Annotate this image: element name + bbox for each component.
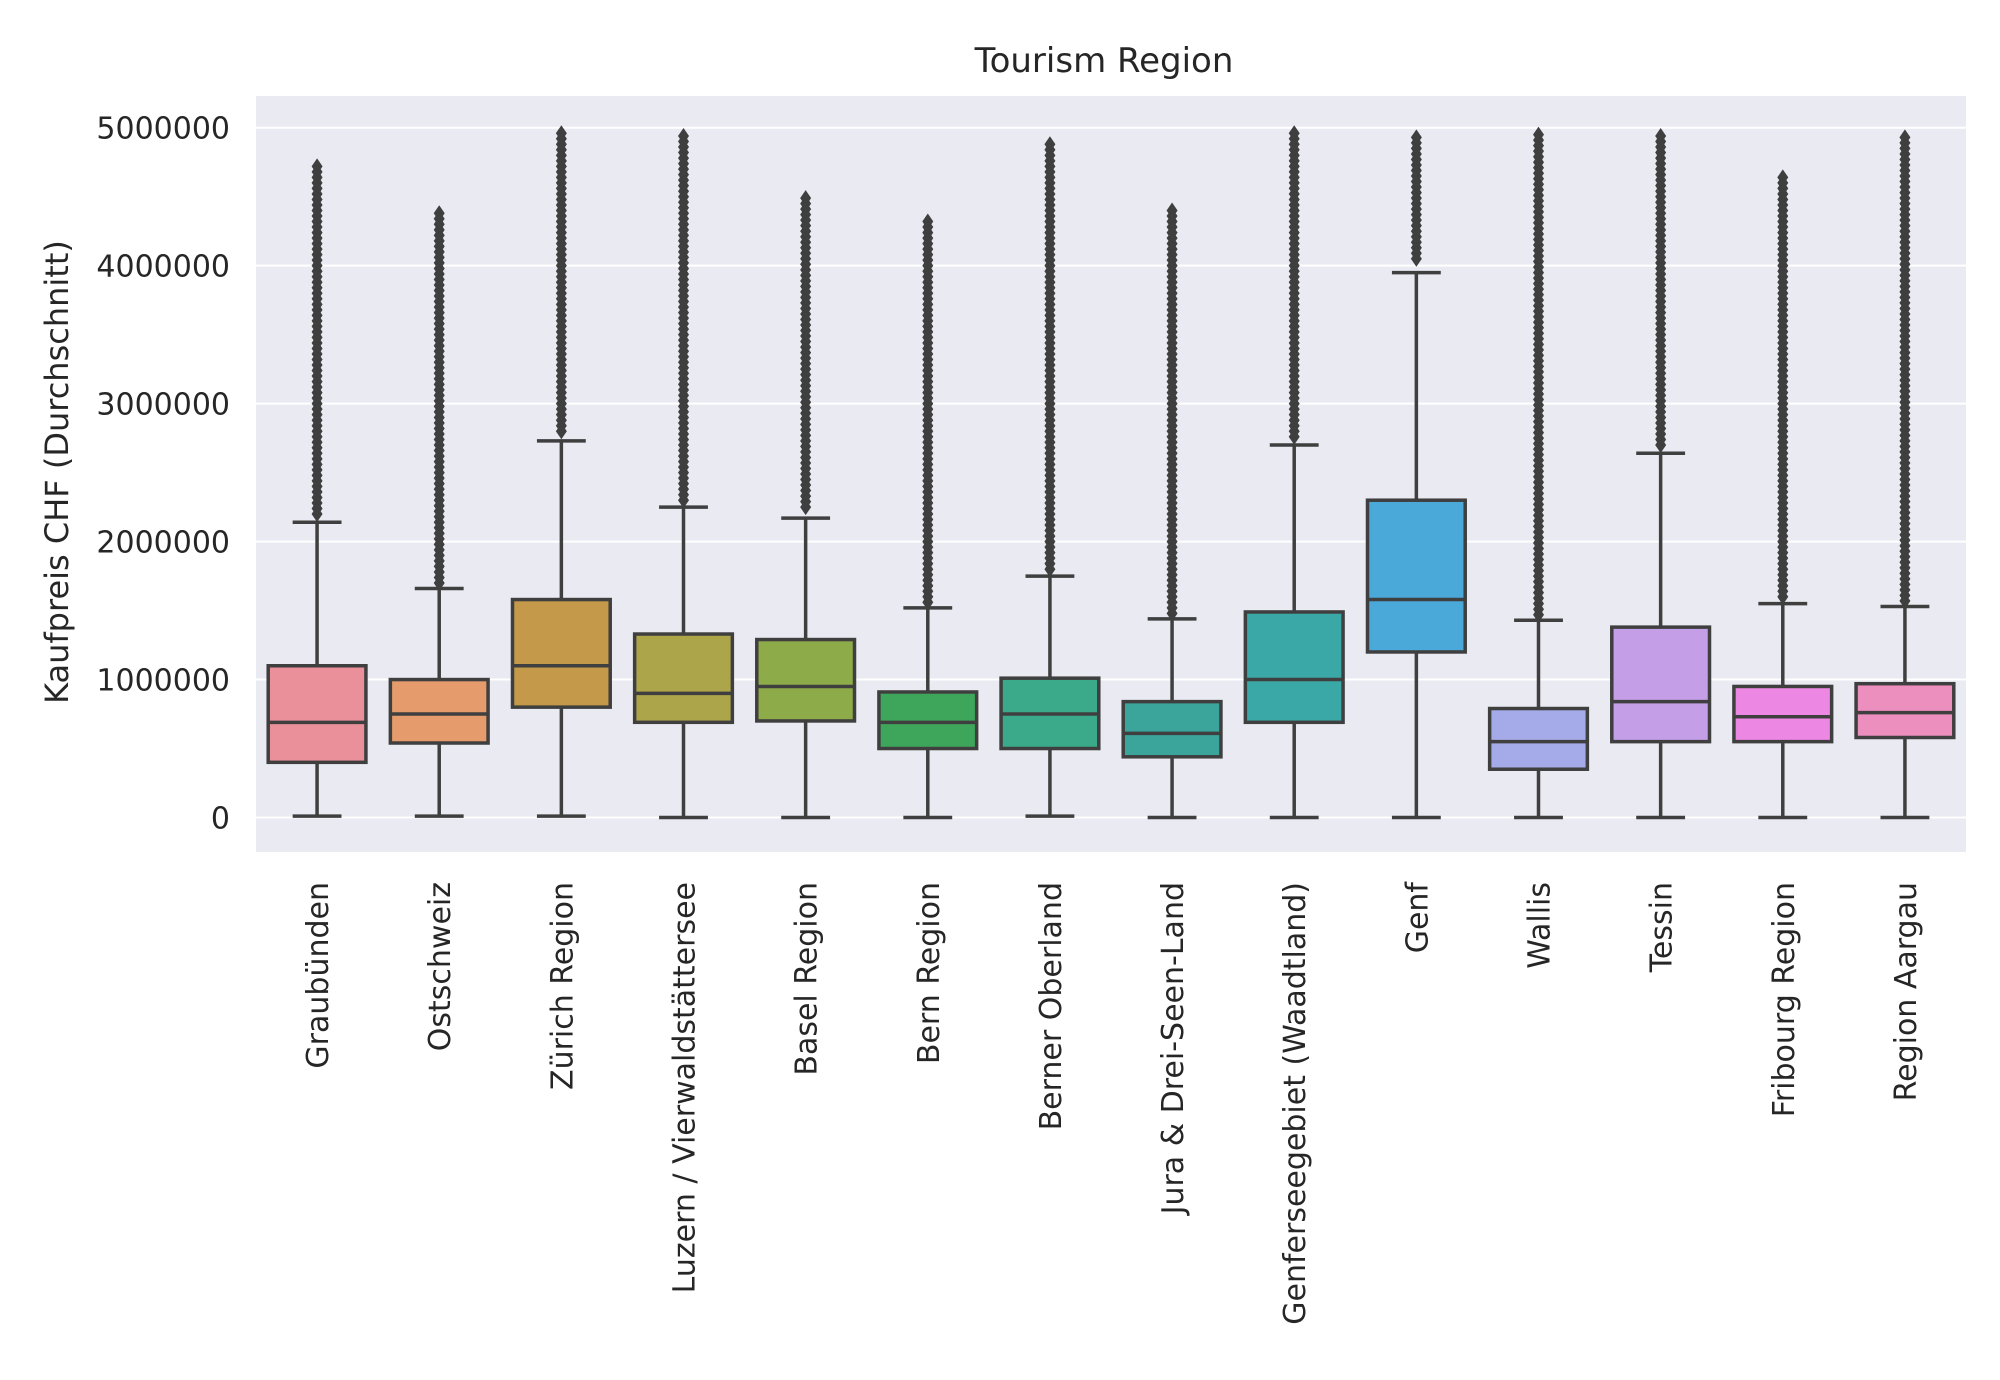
y-tick-label: 1000000 [96, 664, 230, 699]
x-tick-label: Jura & Drei-Seen-Land [1156, 882, 1191, 1216]
box-iqr [1121, 699, 1223, 759]
box-11 [1610, 128, 1712, 820]
box-iqr [1243, 610, 1345, 725]
outlier-point [1166, 202, 1178, 219]
box-iqr [1610, 625, 1712, 744]
box-5 [877, 213, 979, 820]
box-6 [999, 136, 1101, 818]
x-tick-label: Basel Region [790, 882, 825, 1076]
outlier-point [1655, 128, 1667, 145]
box-iqr [632, 632, 735, 725]
outlier-point [1899, 129, 1911, 146]
x-tick-label: Luzern / Vierwaldstättersee [668, 882, 703, 1293]
box-series [266, 125, 1956, 820]
y-axis-ticks: 0 1000000 2000000 3000000 4000000 5000000 [96, 112, 230, 837]
box-iqr [510, 597, 612, 709]
box-iqr [755, 637, 857, 723]
outlier-point [1533, 126, 1544, 143]
outlier-point [433, 205, 445, 222]
box-iqr [266, 664, 368, 765]
x-tick-label: Tessin [1645, 882, 1680, 973]
box-13 [1854, 129, 1956, 820]
outlier-point [555, 125, 567, 142]
x-tick-label: Wallis [1523, 882, 1558, 969]
x-tick-label: Ostschweiz [423, 882, 458, 1051]
y-tick-label: 2000000 [96, 526, 230, 561]
x-tick-label: Region Aargau [1889, 882, 1924, 1101]
box-1 [388, 205, 490, 818]
box-12 [1732, 169, 1834, 820]
box-0 [266, 158, 368, 818]
outlier-point [1777, 169, 1789, 186]
y-tick-label: 5000000 [96, 112, 230, 147]
outlier-point [1410, 129, 1422, 146]
x-tick-label: Genferseegebiet (Waadtland) [1278, 882, 1313, 1325]
y-tick-label: 3000000 [96, 388, 230, 423]
box-iqr [388, 677, 490, 745]
outlier-point [311, 158, 323, 175]
box-7 [1121, 202, 1223, 820]
x-tick-label: Zürich Region [545, 882, 580, 1090]
chart-title: Tourism Region [974, 41, 1234, 81]
box-2 [510, 125, 612, 818]
box-4 [755, 190, 857, 820]
y-tick-label: 0 [211, 802, 230, 837]
outlier-point [1044, 136, 1056, 153]
box-9 [1365, 129, 1467, 820]
x-tick-label: Berner Oberland [1034, 882, 1069, 1130]
box-8 [1243, 125, 1345, 820]
box-iqr [877, 690, 979, 751]
x-axis-ticks: Graubünden Ostschweiz Zürich Region Luzern … [301, 881, 1924, 1325]
x-tick-label: Graubünden [301, 882, 336, 1069]
box-iqr [1854, 681, 1956, 740]
box-iqr [1732, 684, 1834, 744]
y-axis-label: Kaufpreis CHF (Durchschnitt) [38, 240, 76, 704]
y-tick-label: 4000000 [96, 250, 230, 285]
outlier-point [1288, 125, 1300, 142]
outlier-point [800, 190, 812, 207]
x-tick-label: Bern Region [912, 882, 947, 1064]
x-tick-label: Genf [1400, 881, 1435, 954]
outlier-point [922, 213, 934, 230]
box-10 [1487, 126, 1590, 820]
box-iqr [1487, 706, 1590, 771]
box-3 [632, 128, 735, 820]
box-iqr [1365, 498, 1467, 654]
outlier-point [678, 128, 689, 145]
x-tick-label: Fribourg Region [1767, 882, 1802, 1117]
